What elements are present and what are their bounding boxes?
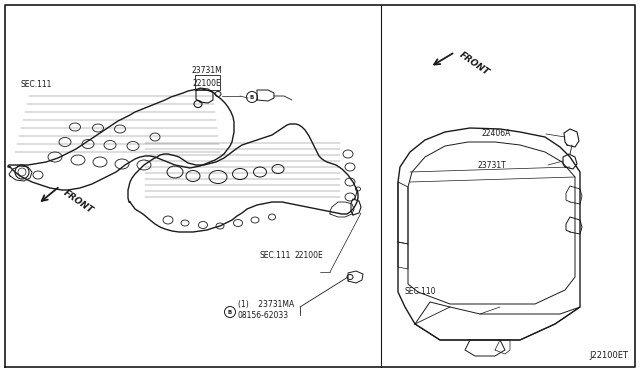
Text: B: B — [228, 310, 232, 314]
Text: SEC.110: SEC.110 — [405, 287, 436, 296]
Text: J22100ET: J22100ET — [589, 351, 628, 360]
Text: FRONT: FRONT — [458, 50, 492, 77]
Text: 22100E: 22100E — [295, 251, 324, 260]
Text: (1)    23731MA: (1) 23731MA — [238, 301, 294, 310]
Text: 22406A: 22406A — [482, 128, 511, 138]
Text: SEC.111: SEC.111 — [260, 251, 291, 260]
Text: 22100E: 22100E — [193, 78, 221, 87]
Text: 23731M: 23731M — [191, 65, 222, 74]
Text: SEC.111: SEC.111 — [20, 80, 51, 89]
Text: FRONT: FRONT — [62, 188, 95, 215]
Text: B: B — [250, 94, 254, 99]
Text: 08156-62033: 08156-62033 — [238, 311, 289, 320]
Text: 23731T: 23731T — [478, 160, 507, 170]
